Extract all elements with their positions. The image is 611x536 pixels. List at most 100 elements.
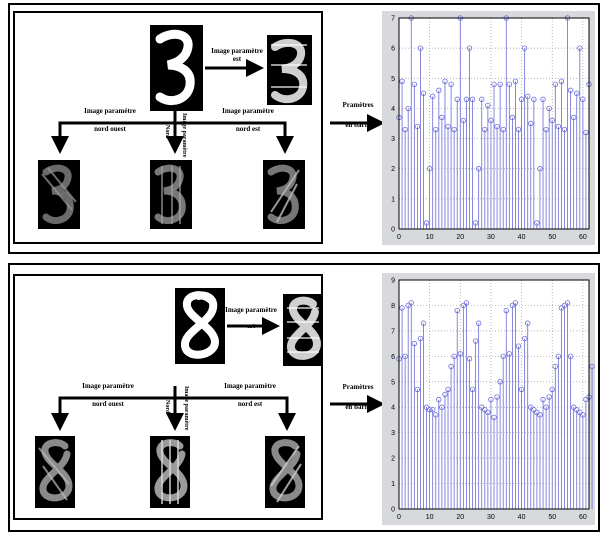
label-to-chart-2-line1: Pramètres — [342, 383, 374, 391]
label-nord: Nord — [164, 125, 170, 139]
stem-marker — [534, 220, 540, 226]
panel-digit-3: Image paramètre est Image paramètre nord… — [8, 3, 600, 254]
arrows-panel-1 — [51, 59, 294, 154]
stem-marker — [583, 129, 589, 136]
stem-marker — [454, 96, 460, 103]
stem-marker — [414, 386, 421, 393]
stem-marker — [570, 114, 577, 121]
nord-ouest-texture-2 — [38, 439, 73, 502]
y-tick-label: 4 — [391, 106, 395, 113]
stem-marker — [479, 96, 485, 103]
stem-marker — [469, 96, 476, 103]
result-image-nord-ouest — [38, 160, 80, 229]
stem-marker — [454, 307, 460, 314]
label-est: Image paramètre est — [207, 47, 267, 63]
panel-digit-8: Image paramètre est Image paramètre nord… — [8, 263, 600, 532]
y-tick-label: 7 — [391, 16, 395, 23]
y-tick-label: 8 — [391, 303, 395, 310]
stem-marker — [515, 343, 522, 349]
arrows-panel-2 — [51, 317, 296, 431]
stem-marker — [491, 81, 497, 88]
label-est-line1: Image paramètre — [211, 47, 263, 55]
stem-marker — [555, 123, 562, 130]
stem-marker — [439, 404, 445, 410]
x-tick-label: 20 — [456, 514, 464, 521]
result-image-nord-2 — [150, 436, 190, 508]
label-est-2-line1: Image paramètre — [225, 306, 277, 314]
x-tick-label: 40 — [518, 234, 526, 241]
y-tick-label: 9 — [391, 278, 395, 285]
stem-marker — [521, 335, 528, 342]
x-tick-label: 50 — [548, 514, 556, 521]
x-tick-label: 30 — [487, 234, 495, 241]
stem-marker — [433, 126, 439, 133]
result-image-nord-est — [263, 160, 305, 229]
stem-marker — [469, 386, 476, 393]
label-est-line2: est — [232, 55, 242, 63]
stem-marker — [546, 394, 552, 400]
stem-marker — [402, 353, 408, 360]
stem-marker — [475, 166, 482, 172]
stem-marker — [546, 105, 552, 112]
x-tick-label: 10 — [426, 234, 434, 241]
stem-marker — [500, 353, 506, 360]
result-image-nord — [150, 160, 192, 229]
stem-chart-2: 0 10 20 30 40 50 60 0 1 2 3 4 5 6 7 8 9 — [391, 278, 595, 521]
label-nord-est: Image paramètre nord est — [213, 107, 283, 133]
stem-marker — [411, 340, 418, 347]
est-texture — [271, 38, 308, 104]
stem-marker — [537, 412, 543, 418]
stem-marker — [451, 126, 457, 133]
stem-marker — [411, 81, 418, 88]
x-tick-label: 10 — [426, 514, 434, 521]
stem-marker — [436, 396, 442, 403]
x-tick-label: 0 — [397, 234, 401, 241]
label-nord-ouest-line2: nord ouest — [94, 125, 126, 133]
label-to-chart-1-line1: Pramètres — [342, 101, 374, 109]
stem-marker — [417, 45, 424, 51]
result-image-est-2 — [283, 294, 323, 366]
feature-diagram-digit-8: Image paramètre est Image paramètre nord… — [13, 274, 323, 520]
plot-frame — [398, 17, 590, 230]
arrow-to-chart-1 — [330, 114, 385, 132]
y-tick-label: 2 — [391, 456, 395, 463]
stem-marker — [430, 93, 436, 100]
stem-marker — [567, 353, 574, 360]
x-tick-label: 50 — [548, 234, 556, 241]
stem-marker — [472, 338, 479, 344]
stem-marker — [564, 300, 571, 306]
y-tick-label: 0 — [391, 507, 395, 514]
stem-marker — [423, 220, 430, 226]
label-to-chart-1: Pramètres en barre — [332, 101, 384, 129]
stem-marker — [506, 351, 513, 357]
stem-marker — [543, 404, 549, 410]
stem-marker — [528, 120, 534, 127]
result-image-nord-ouest-2 — [35, 436, 75, 508]
stem-marker — [420, 90, 427, 97]
stem-marker — [494, 123, 500, 130]
x-tick-label: 20 — [456, 234, 464, 241]
stem-marker — [426, 407, 433, 413]
y-tick-label: 7 — [391, 328, 395, 335]
label-nord-ouest-2-line2: nord ouest — [92, 400, 124, 408]
stem-marker — [549, 386, 555, 393]
stem-marker — [552, 81, 558, 88]
stem-marker — [555, 353, 562, 360]
stem-marker — [436, 87, 442, 94]
y-tick-label: 2 — [391, 166, 395, 173]
stem-marker — [521, 45, 528, 51]
stem-marker — [460, 117, 467, 124]
stem-marker — [448, 81, 454, 88]
stem-marker — [561, 126, 568, 133]
arrow-to-chart-2 — [330, 395, 385, 413]
stem-marker — [525, 93, 531, 100]
label-nord-2: Nord — [164, 400, 170, 414]
y-tick-label: 3 — [391, 136, 395, 143]
stem-marker — [525, 320, 531, 326]
result-image-nord-est-2 — [265, 436, 305, 508]
stem-marker — [580, 96, 586, 103]
stem-marker — [491, 414, 497, 421]
stem-marker — [463, 300, 470, 306]
y-tick-label: 6 — [391, 46, 395, 53]
stem-marker — [494, 394, 500, 400]
